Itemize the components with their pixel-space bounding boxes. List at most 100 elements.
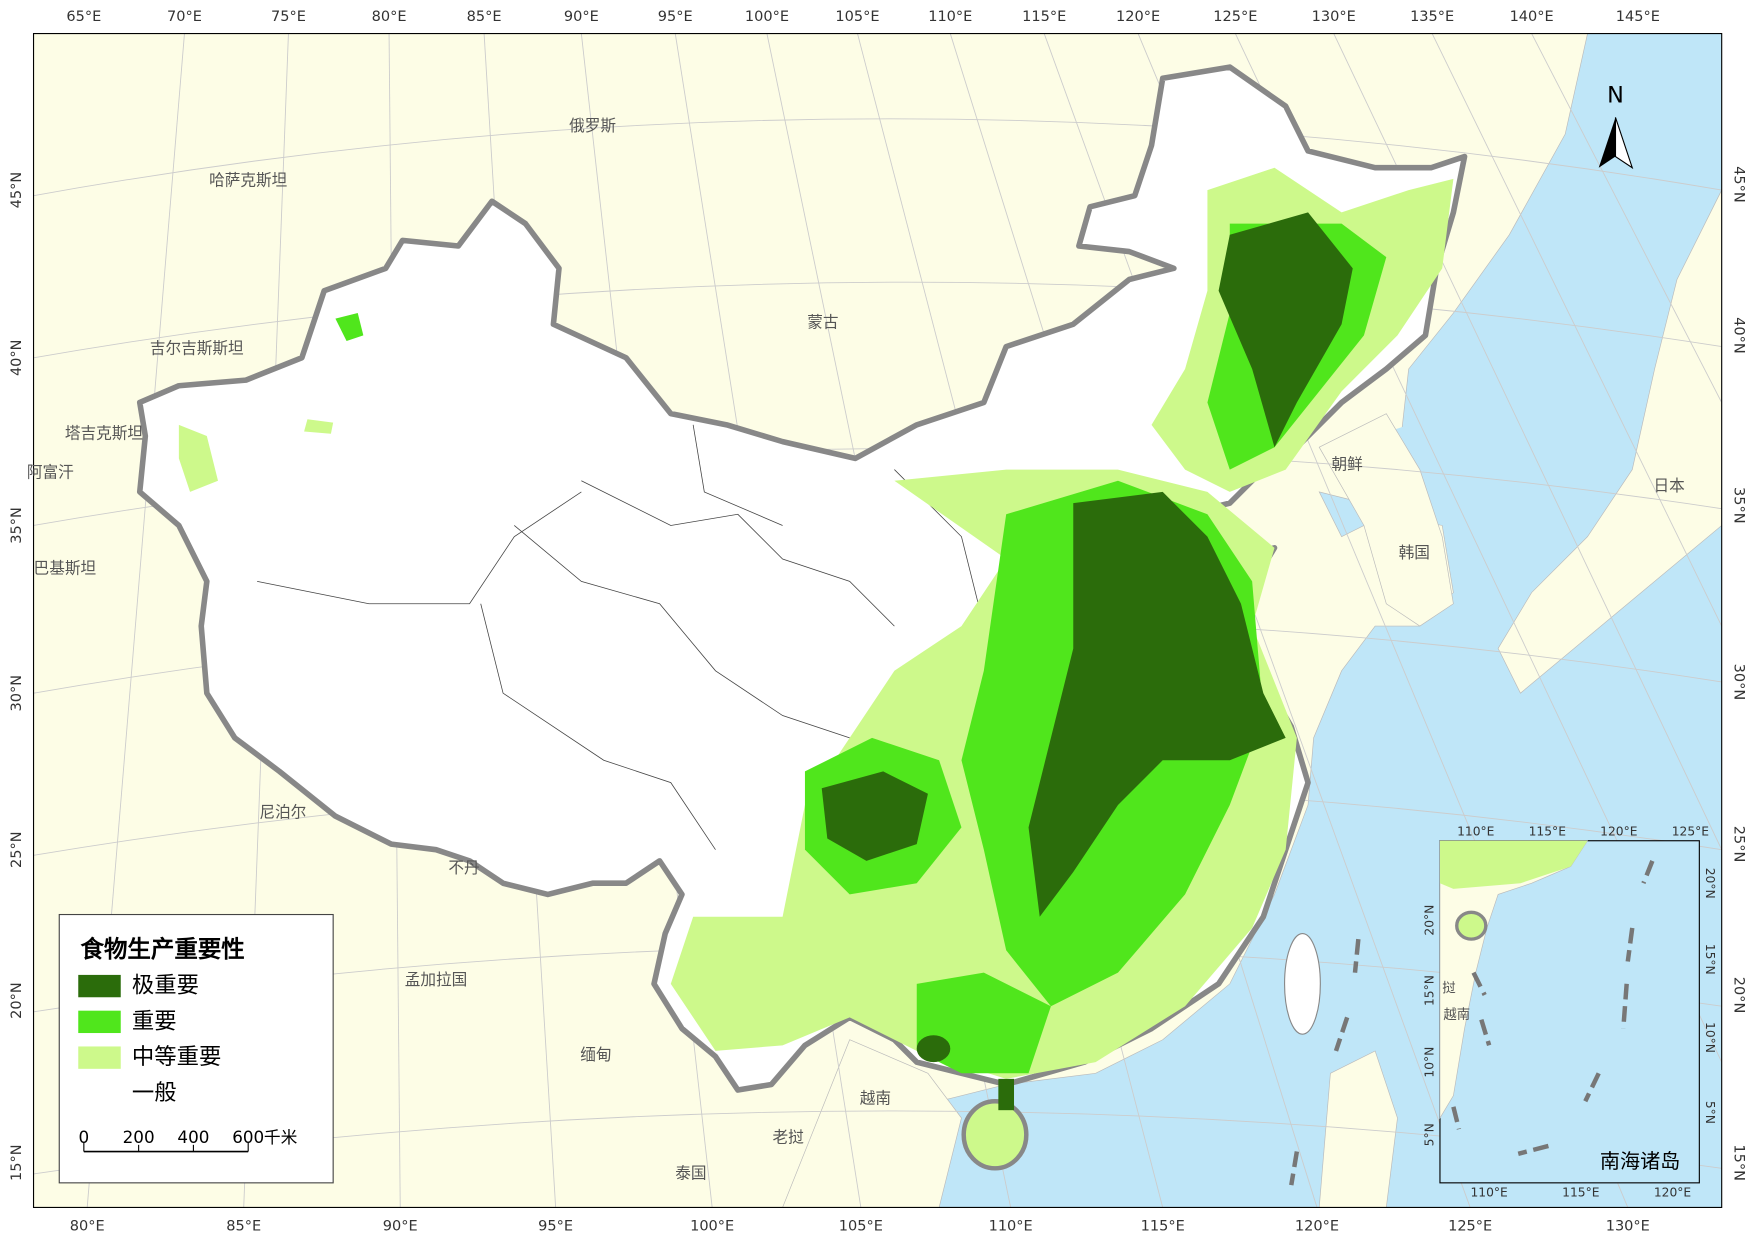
legend-title: 食物生产重要性 [80,935,244,963]
scale-label: 0 [79,1127,90,1147]
inset-left-label: 20°N [1422,905,1436,936]
inset-bottom-label: 115°E [1562,1185,1599,1199]
right-label: 20°N [1730,977,1746,1014]
nine-dash-line [1289,860,1655,1186]
importance-patches [178,167,1454,1111]
bottom-label: 90°E [383,1218,418,1234]
country-label: 泰国 [675,1163,706,1182]
legend-swatch [78,1010,121,1034]
inset [1289,840,1700,1186]
top-label: 110°E [928,9,972,25]
legend-label: 中等重要 [132,1044,221,1070]
country-label: 越南 [860,1088,891,1107]
country-label: 蒙古 [807,313,838,332]
inset-country-label: 挝 [1442,980,1456,996]
country-label: 尼泊尔 [259,802,306,821]
top-label: 95°E [658,9,693,25]
north-label: N [1607,83,1624,109]
bottom-label: 100°E [690,1218,734,1234]
right-label: 15°N [1730,1144,1746,1181]
top-label: 100°E [745,9,789,25]
inset-left-label: 15°N [1422,975,1436,1006]
map-body [33,33,1722,1208]
left-label: 40°N [9,339,25,376]
right-label: 30°N [1730,664,1746,701]
top-label: 120°E [1116,9,1160,25]
left-label: 45°N [9,172,25,209]
country-label: 塔吉克斯坦 [65,423,144,442]
taiwan [1284,932,1321,1035]
land-korea [1318,413,1454,627]
country-label: 俄罗斯 [569,116,616,135]
top-label: 80°E [372,9,407,25]
bottom-label: 120°E [1295,1218,1339,1234]
country-label: 吉尔吉斯斯坦 [150,338,244,357]
legend-label: 重要 [132,1008,177,1034]
left-label: 20°N [9,982,25,1019]
top-label: 130°E [1312,9,1356,25]
country-label: 老挝 [773,1128,805,1147]
country-label: 韩国 [1399,543,1430,562]
hainan [961,1098,1029,1171]
inset-bottom-label: 120°E [1654,1185,1691,1199]
inset-hainan [1455,910,1488,941]
left-label: 25°N [9,831,25,868]
top-label: 90°E [564,9,599,25]
north-arrow [1598,117,1634,170]
scale-label: 600 [232,1127,264,1147]
inset-country-label: 越南 [1443,1007,1470,1023]
top-label: 70°E [167,9,202,25]
bottom-label: 85°E [226,1218,261,1234]
inset-title: 南海诸岛 [1600,1149,1680,1173]
country-label: 不丹 [448,858,479,877]
land-indochina [782,1039,962,1208]
right-label: 25°N [1730,826,1746,863]
left-label: 30°N [9,675,25,712]
land-japan [1497,189,1722,694]
country-label: 巴基斯坦 [34,559,97,578]
legend-label: 极重要 [132,973,199,999]
left-label: 15°N [9,1144,25,1181]
inset-bottom-label: 110°E [1470,1185,1507,1199]
bottom-label: 105°E [839,1218,883,1234]
bottom-label: 110°E [989,1218,1033,1234]
country-label: 日本 [1654,476,1686,495]
bottom-label: 80°E [70,1218,105,1234]
scale-label: 200 [123,1127,155,1147]
inset-left-label: 10°N [1422,1047,1436,1078]
country-label: 孟加拉国 [405,970,468,989]
country-label: 阿富汗 [27,462,74,481]
inset-right-label: 15°N [1703,944,1717,975]
top-label: 105°E [835,9,879,25]
scale-label: 400 [177,1127,209,1147]
inset-top-label: 120°E [1600,824,1637,838]
legend-swatch [78,974,121,998]
country-label: 缅甸 [580,1045,611,1064]
inset-patch [1439,840,1588,889]
right-label: 35°N [1730,487,1746,524]
map-frame [32,32,1723,1209]
inset-right-label: 10°N [1703,1022,1717,1053]
right-label: 45°N [1730,166,1746,203]
top-label: 115°E [1022,9,1066,25]
bottom-label: 125°E [1448,1218,1492,1234]
top-label: 85°E [467,9,502,25]
bottom-label: 115°E [1141,1218,1185,1234]
top-label: 125°E [1213,9,1257,25]
inset-right-label: 20°N [1703,868,1717,899]
inset-top-label: 125°E [1672,824,1709,838]
right-label: 40°N [1730,317,1746,354]
bottom-label: 130°E [1606,1218,1650,1234]
country-label: 哈萨克斯坦 [209,171,288,190]
top-label: 75°E [271,9,306,25]
inset-left-label: 5°N [1422,1123,1436,1146]
scale-unit: 千米 [264,1127,298,1147]
country-label: 朝鲜 [1332,455,1364,474]
legend-swatch [78,1046,121,1069]
inset-top-label: 110°E [1457,824,1494,838]
top-label: 140°E [1510,9,1554,25]
bottom-label: 95°E [538,1218,573,1234]
legend-label: 一般 [132,1080,177,1106]
